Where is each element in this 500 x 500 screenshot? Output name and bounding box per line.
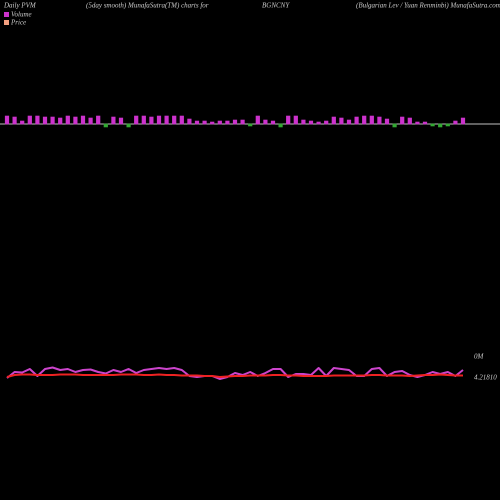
- volume-bar: [293, 115, 298, 125]
- line-series: [6, 366, 464, 380]
- volume-bar: [316, 121, 321, 125]
- volume-bar: [149, 116, 154, 125]
- volume-bar: [308, 120, 314, 125]
- volume-bar: [20, 120, 25, 125]
- volume-bar: [324, 120, 329, 125]
- volume-bar: [331, 116, 336, 125]
- volume-bar: [103, 123, 108, 128]
- volume-bar: [460, 117, 466, 125]
- volume-bar: [263, 119, 268, 125]
- volume-bar: [225, 120, 230, 125]
- volume-bar: [12, 116, 17, 125]
- volume-bar: [453, 120, 458, 125]
- volume-bar: [42, 116, 48, 125]
- volume-bar: [50, 116, 55, 125]
- legend-entry: Price: [10, 19, 26, 27]
- volume-bar: [407, 117, 412, 125]
- volume-bar: [217, 120, 222, 125]
- volume-bar: [248, 123, 253, 127]
- volume-bar: [65, 115, 70, 125]
- volume-bar: [134, 115, 139, 125]
- volume-bar: [346, 119, 352, 125]
- volume-bar: [80, 115, 86, 125]
- volume-bar: [362, 115, 367, 125]
- volume-bar: [384, 118, 390, 125]
- volume-bar: [172, 115, 177, 125]
- title-part: Daily PVM: [3, 2, 37, 10]
- volume-bar: [301, 119, 306, 125]
- volume-bar: [415, 121, 420, 125]
- volume-bar: [187, 118, 192, 125]
- volume-bar: [445, 123, 450, 127]
- volume-bar: [164, 115, 169, 125]
- legend-swatch: [4, 12, 9, 17]
- title-part: (Bulgarian Lev / Yuan Renminbi) MunafaSu…: [356, 2, 500, 10]
- volume-bar: [156, 115, 162, 125]
- volume-bar: [240, 119, 245, 125]
- volume-bar: [400, 116, 405, 125]
- legend-entry: Volume: [11, 11, 32, 19]
- volume-bar: [118, 117, 124, 125]
- legend-swatch: [4, 20, 9, 25]
- volume-bar: [202, 120, 207, 125]
- volume-bar: [392, 123, 397, 128]
- volume-bar: [179, 115, 184, 125]
- volume-bar: [430, 123, 435, 127]
- volume-bar: [377, 116, 382, 125]
- volume-bar: [111, 116, 116, 125]
- volume-bar: [73, 116, 78, 125]
- volume-bar: [88, 117, 93, 125]
- volume-bar: [270, 120, 276, 125]
- volume-bar: [339, 117, 344, 125]
- volume-bar: [232, 119, 238, 125]
- volume-bar: [210, 121, 215, 125]
- price-label: 4.21810: [474, 374, 497, 382]
- volume-bar: [286, 115, 291, 125]
- line-series: [6, 373, 463, 378]
- volume-bar: [369, 115, 374, 125]
- volume-bar: [126, 123, 131, 128]
- volume-label: 0M: [474, 353, 485, 361]
- volume-bar: [354, 116, 359, 125]
- volume-bar: [422, 121, 428, 125]
- volume-bar: [141, 115, 146, 125]
- volume-bar: [438, 123, 443, 128]
- volume-bar: [255, 115, 260, 125]
- volume-bar: [278, 123, 283, 128]
- volume-bar: [194, 120, 200, 125]
- volume-bar: [27, 115, 32, 125]
- title-part: BGNCNY: [262, 2, 290, 10]
- title-part: (5day smooth) MunafaSutra(TM) charts for: [86, 2, 209, 10]
- volume-bar: [4, 115, 10, 125]
- volume-bar: [96, 115, 101, 125]
- volume-bar: [35, 115, 40, 125]
- volume-bar: [58, 117, 63, 125]
